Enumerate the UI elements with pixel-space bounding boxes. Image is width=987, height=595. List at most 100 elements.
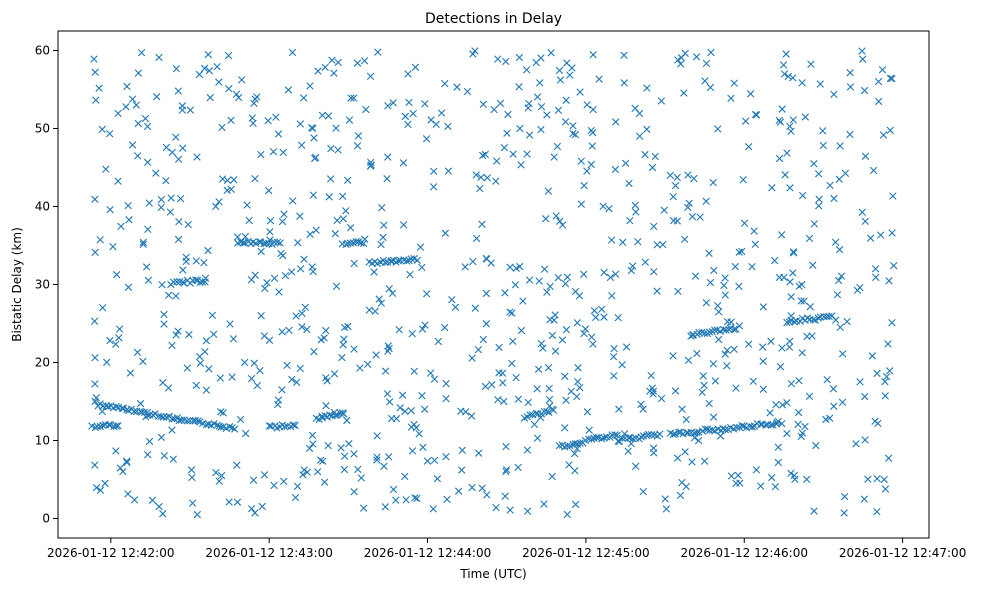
data-point <box>852 440 860 448</box>
data-point <box>634 238 642 246</box>
data-point <box>757 482 765 490</box>
data-point <box>748 423 757 431</box>
data-point <box>812 441 820 450</box>
data-point <box>479 151 487 160</box>
data-point <box>255 238 264 246</box>
data-point <box>840 509 848 517</box>
data-point <box>411 494 419 502</box>
data-point <box>550 153 558 161</box>
data-point <box>216 374 224 382</box>
data-point <box>710 326 719 334</box>
data-point <box>780 70 789 78</box>
data-point <box>738 421 746 430</box>
data-point <box>794 408 803 417</box>
data-point <box>245 216 253 225</box>
data-point <box>330 370 339 378</box>
data-point <box>541 215 550 223</box>
data-point <box>402 257 411 265</box>
data-point <box>801 113 810 121</box>
data-point <box>402 496 410 504</box>
data-point <box>620 79 628 87</box>
data-point <box>443 495 451 504</box>
data-point <box>701 329 709 338</box>
data-point <box>429 505 437 513</box>
data-point <box>463 87 472 96</box>
data-point <box>266 228 274 236</box>
data-point <box>124 283 133 291</box>
data-point <box>430 456 439 465</box>
data-point <box>101 479 109 488</box>
data-point <box>536 79 544 87</box>
data-point <box>280 477 288 485</box>
data-point <box>540 500 548 508</box>
data-point <box>371 307 379 315</box>
data-point <box>674 56 682 64</box>
data-point <box>471 304 479 312</box>
data-point <box>612 118 620 126</box>
data-point <box>567 387 575 396</box>
data-point <box>524 104 532 112</box>
data-point <box>694 437 703 445</box>
data-point <box>688 213 697 221</box>
data-point <box>558 336 567 344</box>
data-point <box>744 340 753 348</box>
data-point <box>610 344 618 353</box>
data-point <box>544 187 553 195</box>
data-point <box>856 378 864 386</box>
data-point <box>396 404 404 412</box>
data-point <box>334 58 342 67</box>
data-point <box>337 444 345 452</box>
data-point <box>458 446 466 454</box>
data-point <box>322 326 330 335</box>
data-point <box>385 453 393 461</box>
data-point <box>746 90 755 98</box>
data-point <box>423 457 432 465</box>
data-point <box>690 174 698 183</box>
data-point <box>99 421 107 430</box>
data-point <box>350 94 358 102</box>
data-point <box>561 424 569 432</box>
data-point <box>155 53 163 62</box>
data-point <box>789 74 797 82</box>
data-point <box>183 417 191 425</box>
data-point <box>257 247 265 256</box>
data-point <box>805 234 814 243</box>
data-point <box>122 103 130 111</box>
data-point <box>226 320 234 328</box>
data-point <box>300 466 308 474</box>
data-point <box>227 116 235 124</box>
data-point <box>555 66 564 75</box>
data-point <box>122 457 131 465</box>
data-point <box>193 510 201 519</box>
data-point <box>587 333 596 341</box>
data-point <box>356 364 364 372</box>
data-point <box>778 344 786 352</box>
data-point <box>841 169 850 178</box>
data-point <box>144 225 152 234</box>
data-point <box>833 291 842 299</box>
data-point <box>159 379 167 387</box>
data-point <box>611 431 619 439</box>
data-point <box>202 337 211 345</box>
data-point <box>482 320 491 328</box>
data-point <box>134 69 143 77</box>
data-point <box>99 304 107 312</box>
data-point <box>410 367 418 375</box>
data-point <box>118 404 126 413</box>
data-point <box>373 432 381 440</box>
data-point <box>540 265 549 273</box>
data-point <box>314 67 322 75</box>
data-point <box>861 152 870 160</box>
data-point <box>825 312 833 321</box>
data-point <box>476 184 484 193</box>
data-point <box>800 297 808 305</box>
data-point <box>442 452 450 461</box>
data-point <box>599 202 607 211</box>
data-point <box>490 105 498 114</box>
data-point <box>600 313 608 321</box>
data-point <box>871 417 879 425</box>
data-point <box>299 94 308 102</box>
data-point <box>115 334 123 342</box>
data-point <box>514 395 523 403</box>
